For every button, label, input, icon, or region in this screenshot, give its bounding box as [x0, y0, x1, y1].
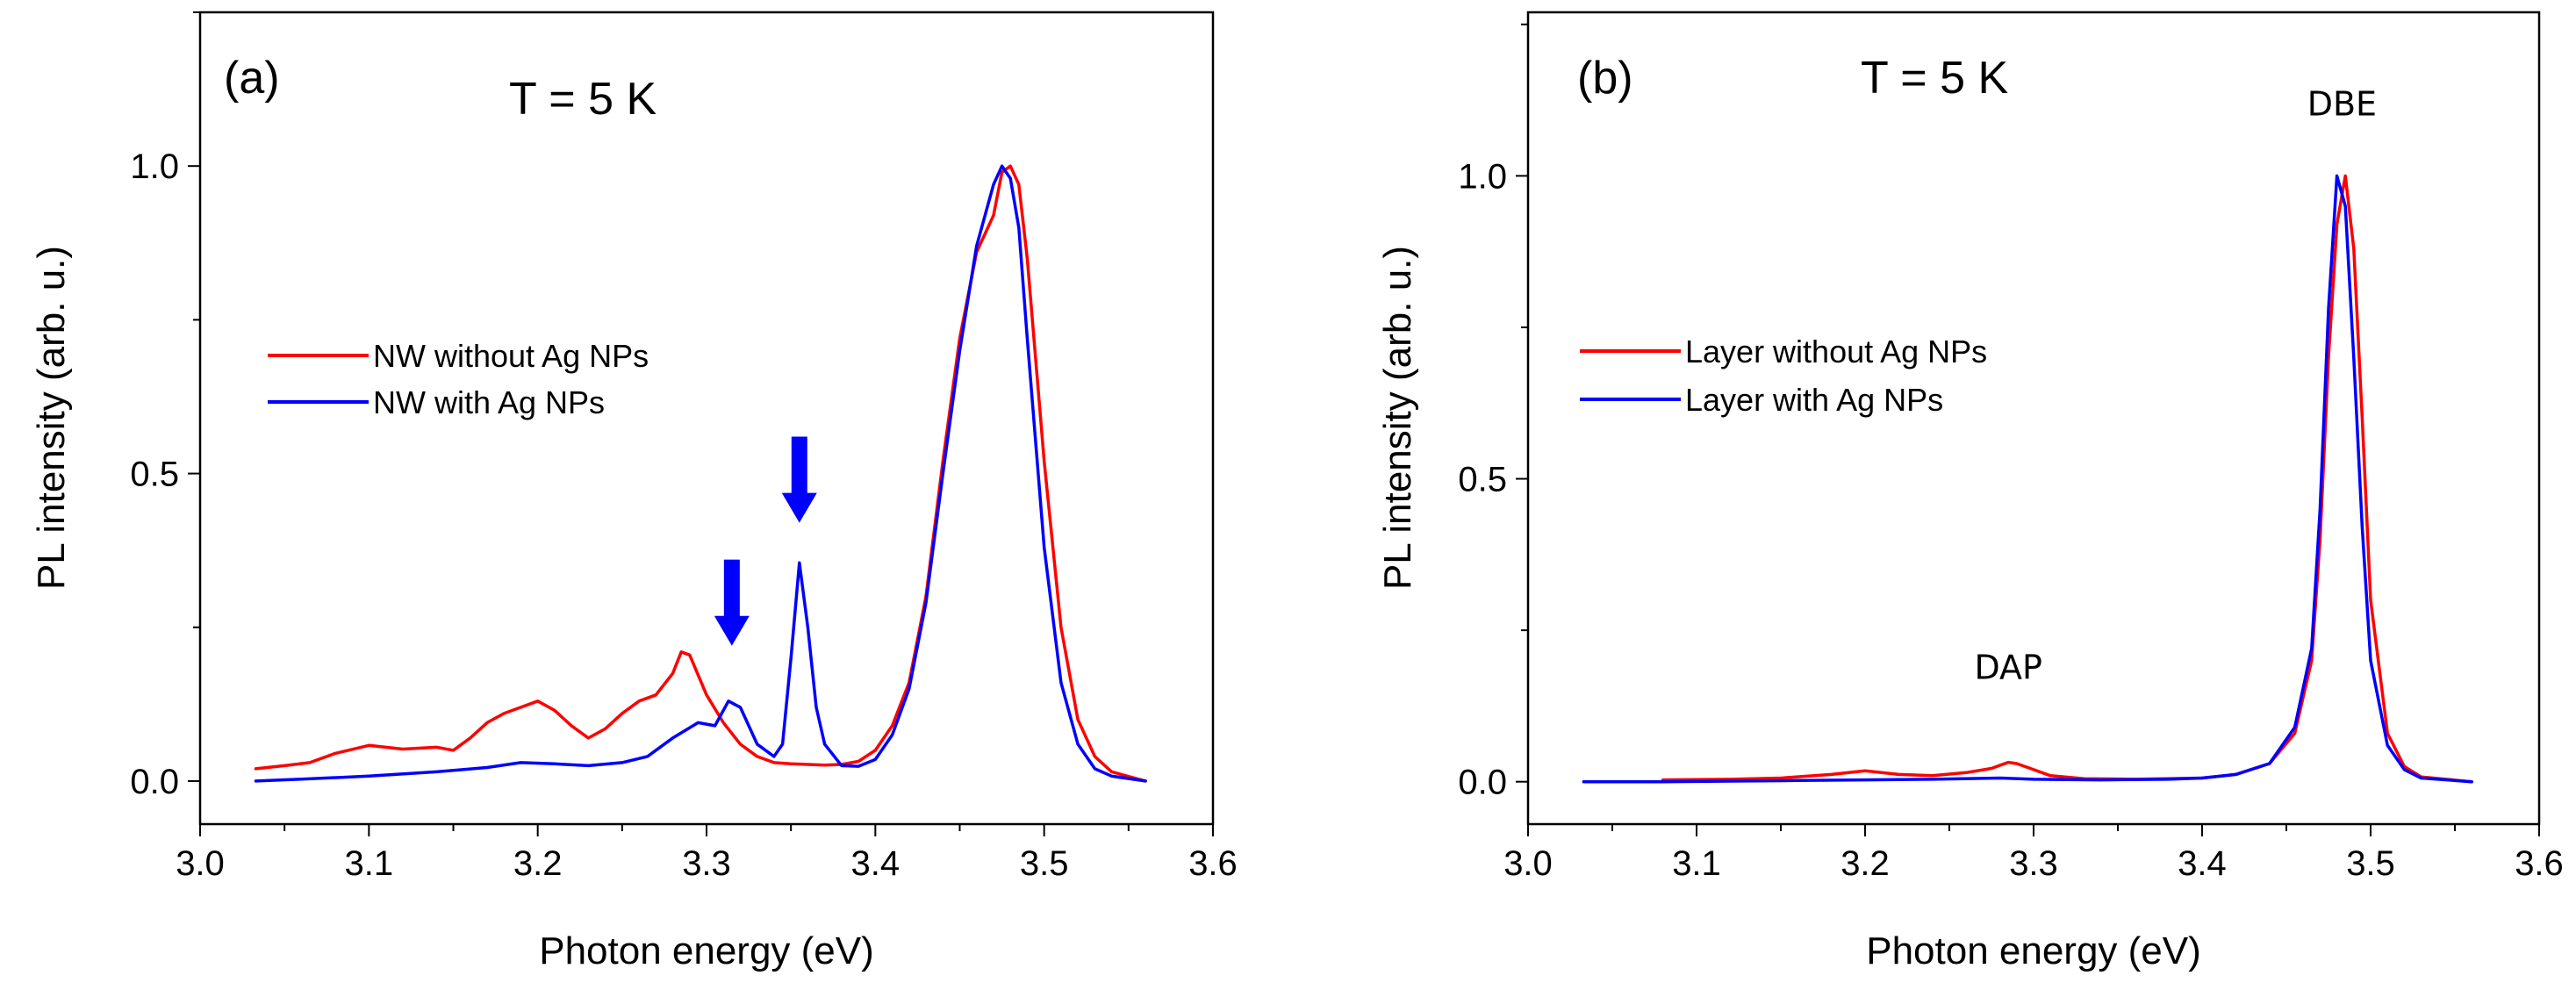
y-tick-label: 1.0 — [1458, 157, 1507, 196]
y-tick-label: 0.5 — [1458, 461, 1507, 499]
x-tick-label: 3.2 — [513, 844, 563, 883]
legend-label-1: Layer with Ag NPs — [1685, 382, 1943, 418]
panel-b: 3.0 3.1 3.2 3.3 3.4 3.5 3.6 0.0 0.5 1.0 DAP DBE (… — [1376, 11, 2564, 972]
series-layer — [1582, 174, 2473, 784]
y-axis-label: PL intensity (arb. u.) — [1376, 246, 1419, 590]
x-ticks: 3.0 3.1 3.2 3.3 3.4 3.5 3.6 — [1503, 824, 2564, 883]
peak-label-dbe: DBE — [2307, 84, 2377, 123]
x-axis-label: Photon energy (eV) — [1866, 929, 2201, 972]
x-tick-label: 3.1 — [345, 844, 394, 883]
panel-label: (a) — [224, 53, 280, 104]
temperature-label: T = 5 K — [1861, 53, 2008, 104]
x-ticks: 3.0 3.1 3.2 3.3 3.4 3.5 3.6 — [176, 824, 1238, 883]
plot-frame — [1526, 11, 2541, 826]
annotation-layer — [714, 436, 817, 646]
series-line-1 — [1582, 174, 2473, 784]
y-axis-label: PL intensity (arb. u.) — [30, 246, 73, 590]
y-ticks: 0.0 0.5 1.0 — [1458, 23, 1528, 802]
series-line-1 — [254, 164, 1147, 783]
series-line-0 — [254, 164, 1147, 783]
x-tick-label: 3.6 — [2515, 844, 2564, 883]
x-tick-label: 3.2 — [1841, 844, 1890, 883]
x-tick-label: 3.4 — [851, 844, 901, 883]
arrow-annotation — [781, 436, 817, 523]
y-tick-label: 0.5 — [130, 456, 179, 494]
legend: NW without Ag NPs NW with Ag NPs — [268, 338, 649, 420]
peak-label-dap: DAP — [1974, 648, 2042, 686]
legend-label-0: Layer without Ag NPs — [1685, 334, 1987, 369]
y-tick-label: 0.0 — [1458, 764, 1507, 802]
y-tick-label: 1.0 — [130, 147, 179, 186]
legend: Layer without Ag NPs Layer with Ag NPs — [1580, 334, 1987, 418]
arrow-annotation — [714, 559, 750, 646]
legend-label-1: NW with Ag NPs — [373, 384, 605, 420]
x-tick-label: 3.0 — [176, 844, 225, 883]
x-tick-label: 3.5 — [1020, 844, 1069, 883]
x-axis-label: Photon energy (eV) — [539, 929, 874, 972]
series-layer — [254, 164, 1147, 783]
plot-frame — [198, 11, 1215, 826]
panel-a: 3.0 3.1 3.2 3.3 3.4 3.5 3.6 0.0 0.5 1.0 (a) T = … — [30, 11, 1238, 972]
x-tick-label: 3.3 — [2009, 844, 2058, 883]
x-tick-label: 3.0 — [1503, 844, 1553, 883]
x-tick-label: 3.1 — [1672, 844, 1721, 883]
x-tick-label: 3.3 — [682, 844, 731, 883]
x-tick-label: 3.6 — [1188, 844, 1238, 883]
y-ticks: 0.0 0.5 1.0 — [130, 11, 200, 801]
x-tick-label: 3.4 — [2178, 844, 2227, 883]
annotation-layer: DAP DBE — [1974, 84, 2377, 686]
legend-label-0: NW without Ag NPs — [373, 338, 649, 374]
panel-label: (b) — [1577, 53, 1633, 104]
y-tick-label: 0.0 — [130, 763, 179, 801]
temperature-label: T = 5 K — [509, 74, 657, 125]
series-line-0 — [1661, 174, 2473, 784]
x-tick-label: 3.5 — [2346, 844, 2395, 883]
